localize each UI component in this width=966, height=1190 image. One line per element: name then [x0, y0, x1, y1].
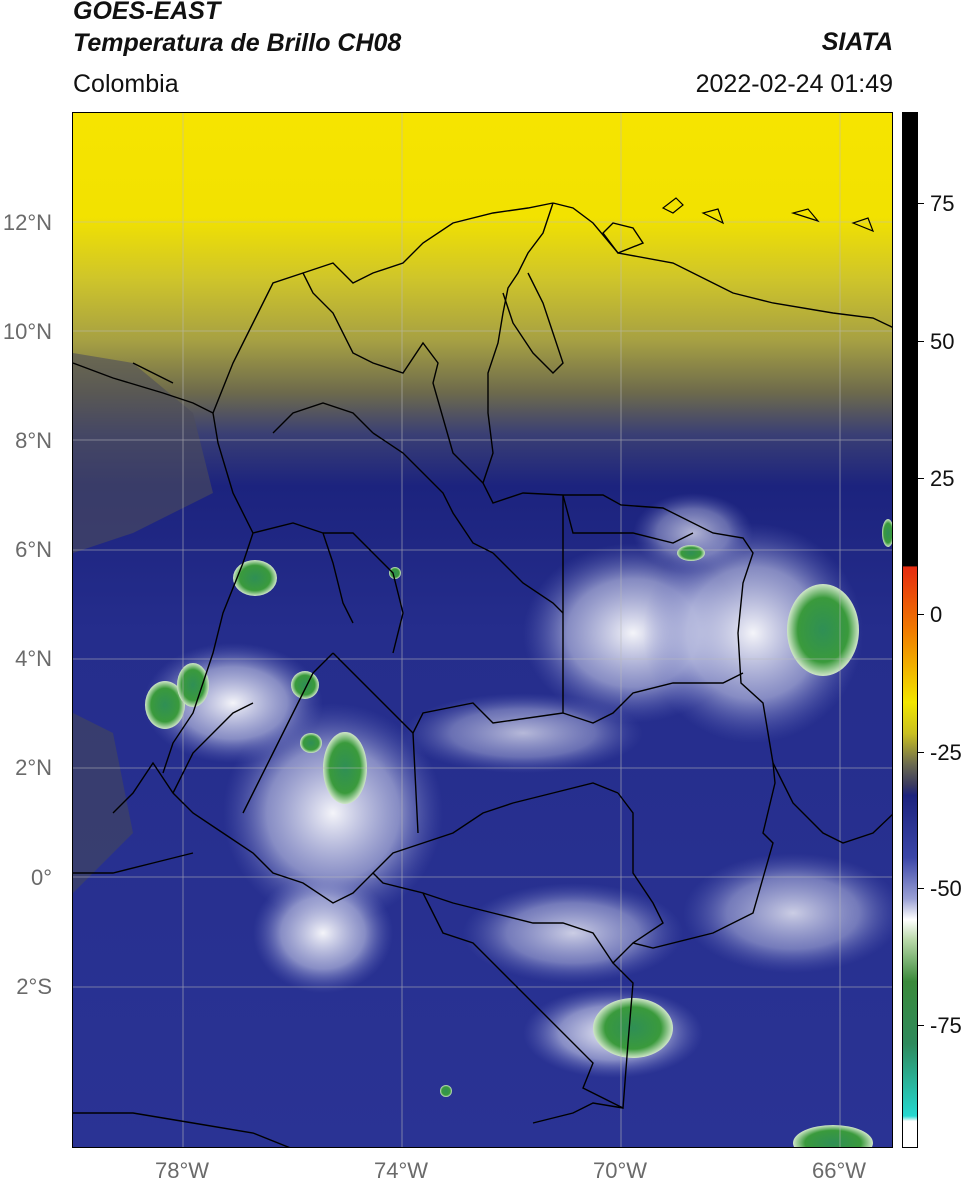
colorbar-gradient [903, 113, 917, 1147]
y-tick-label: 4°N [15, 646, 52, 671]
colorbar-label: 25 [930, 466, 955, 491]
y-tick-label: 2°N [15, 755, 52, 780]
y-tick-label: 0° [30, 865, 52, 890]
y-tick-label: 10°N [2, 319, 52, 344]
region-label: Colombia [73, 70, 179, 98]
colorbar-label: 75 [930, 191, 955, 216]
y-tick-label: 8°N [15, 428, 52, 453]
title-line-1: GOES-EAST [73, 0, 221, 25]
x-tick-label: 78°W [154, 1158, 210, 1183]
colorbar-label: -50 [930, 876, 962, 901]
colorbar-label: 0 [930, 602, 943, 627]
colorbar-label: 50 [930, 329, 955, 354]
timestamp: 2022-02-24 01:49 [695, 70, 893, 98]
title-line-2: Temperatura de Brillo CH08 [73, 29, 402, 57]
map-image [73, 113, 892, 1147]
x-tick-label: 66°W [811, 1158, 867, 1183]
colorbar-label: -75 [930, 1013, 962, 1038]
satellite-map [72, 112, 893, 1148]
x-tick-label: 74°W [373, 1158, 429, 1183]
x-tick-label: 70°W [592, 1158, 648, 1183]
y-tick-label: 12°N [2, 210, 52, 235]
colorbar-label: -25 [930, 740, 962, 765]
org-label: SIATA [821, 28, 893, 56]
y-tick-label: 2°S [16, 974, 52, 999]
y-tick-label: 6°N [15, 537, 52, 562]
colorbar [902, 112, 918, 1148]
